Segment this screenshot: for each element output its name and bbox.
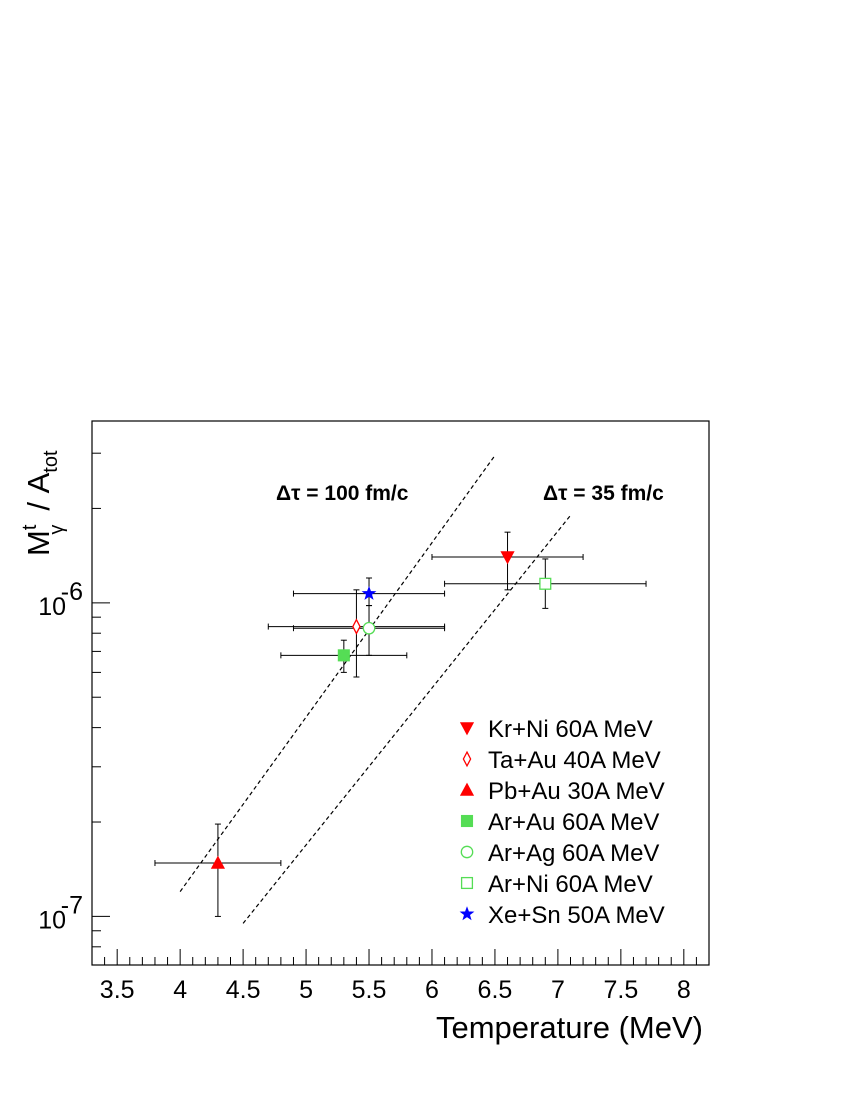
legend-entry-label: Ta+Au 40A MeV — [488, 747, 661, 774]
data-point-square — [539, 577, 552, 590]
x-axis-title: Temperature (MeV) — [436, 1010, 703, 1045]
x-tick-label: 3.5 — [100, 976, 135, 1004]
x-tick-label: 6.5 — [478, 976, 513, 1004]
data-point-square — [337, 649, 350, 662]
legend-entry-label: Ar+Ag 60A MeV — [488, 840, 659, 867]
legend-entry-label: Ar+Au 60A MeV — [488, 809, 659, 836]
data-point-diamond — [462, 750, 472, 768]
data-point-circle — [460, 845, 474, 859]
legend-entry-label: Pb+Au 30A MeV — [488, 778, 665, 805]
y-axis-title-sup: t — [19, 524, 41, 530]
y-axis-title-sub: γ — [46, 525, 68, 535]
x-tick-label: 8 — [677, 976, 691, 1004]
data-point-circle — [362, 621, 376, 635]
legend-entry-label: Kr+Ni 60A MeV — [488, 716, 653, 743]
data-point-star — [459, 906, 475, 921]
y-tick-label: 10 — [38, 906, 66, 934]
data-point-square — [460, 814, 474, 828]
plot-frame — [91, 420, 710, 966]
x-tick-label: 7 — [551, 976, 565, 1004]
data-point-triangle-down — [459, 722, 475, 736]
reference-line — [179, 455, 496, 892]
reference-line-labels: Δτ = 100 fm/c Δτ = 35 fm/c — [276, 482, 664, 505]
legend-entry-label: Ar+Ni 60A MeV — [488, 871, 653, 898]
x-tick-label: 4.5 — [226, 976, 261, 1004]
y-tick-exponent: -7 — [61, 891, 83, 919]
data-point-triangle-up — [459, 782, 475, 796]
x-tick-label: 4 — [173, 976, 187, 1004]
data-point-diamond — [352, 618, 361, 635]
x-tick-label: 6 — [425, 976, 439, 1004]
y-axis-title-suffix: / A — [21, 472, 56, 510]
y-axis-title: Mt γ / Atot — [19, 450, 68, 556]
x-axis: 3.5 4 4.5 5 5.5 6 6.5 7 7.5 8 — [91, 949, 710, 1004]
x-tick-label: 5 — [299, 976, 313, 1004]
reference-line-label: Δτ = 100 fm/c — [276, 482, 409, 505]
data-point-triangle-down — [500, 551, 515, 565]
x-tick-label: 7.5 — [603, 976, 638, 1004]
data-markers — [210, 551, 552, 869]
data-point-square — [460, 876, 474, 890]
y-tick-label: 10 — [38, 593, 66, 621]
data-point-star — [361, 585, 377, 600]
legend-entry-label: Xe+Sn 50A MeV — [488, 902, 665, 929]
y-tick-exponent: -6 — [61, 578, 83, 606]
reference-line-label: Δτ = 35 fm/c — [543, 482, 664, 505]
y-axis-title-suffix-sub: tot — [40, 450, 62, 473]
x-tick-label: 5.5 — [352, 976, 387, 1004]
y-axis: 10-710-6 — [38, 452, 110, 966]
y-axis-title-main: M — [21, 530, 56, 556]
legend: Kr+Ni 60A MeV Ta+Au 40A MeV Pb+Au 30A MeV A… — [459, 716, 665, 929]
data-point-triangle-up — [210, 855, 226, 869]
